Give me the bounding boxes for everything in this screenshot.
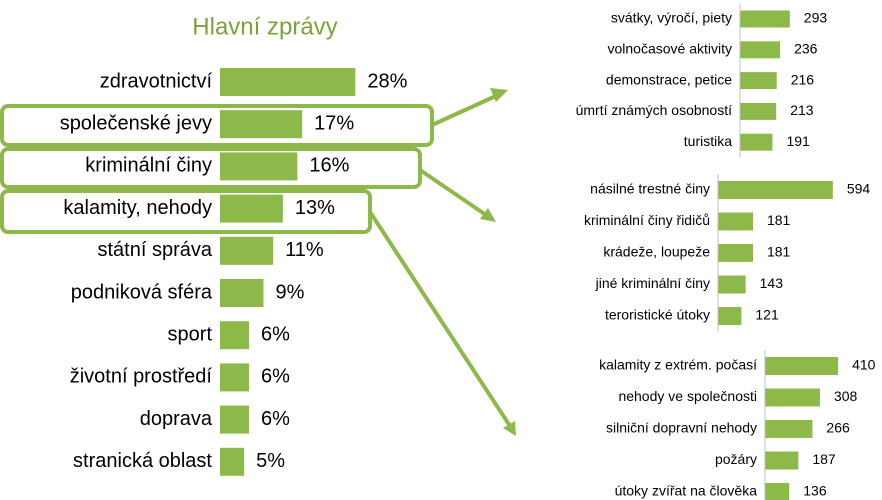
value-label: 308: [834, 388, 858, 404]
category-label: kalamity z extrém. počasí: [599, 357, 757, 373]
category-label: kriminální činy řidičů: [584, 212, 710, 228]
bar: [220, 68, 356, 96]
bar: [740, 10, 790, 28]
category-label: volnočasové aktivity: [607, 41, 732, 57]
highlight-box: [0, 104, 434, 147]
bar: [220, 236, 274, 265]
bar: [220, 194, 283, 223]
category-label: útoky zvířat na člověka: [615, 483, 758, 499]
value-label: 181: [767, 244, 791, 260]
bar: [765, 357, 839, 375]
highlight-box: [0, 147, 422, 189]
bar: [718, 307, 742, 325]
value-label: 13%: [295, 197, 335, 219]
category-label: požáry: [715, 451, 757, 467]
value-label: 213: [790, 102, 814, 118]
value-label: 6%: [261, 323, 290, 345]
category-label: kalamity, nehody: [63, 197, 212, 219]
category-label: kriminální činy: [85, 155, 212, 177]
category-label: násilné trestné činy: [590, 181, 710, 197]
value-label: 11%: [285, 239, 324, 261]
category-label: zdravotnictví: [100, 70, 213, 92]
bar: [220, 279, 264, 307]
value-label: 9%: [276, 281, 305, 303]
category-label: silniční dopravní nehody: [606, 420, 757, 436]
value-label: 216: [791, 71, 815, 87]
value-label: 136: [803, 483, 827, 499]
category-label: krádeže, loupeže: [603, 244, 710, 260]
category-label: doprava: [140, 408, 213, 430]
highlights: [0, 93, 512, 428]
category-label: úmrtí známých osobností: [576, 102, 733, 118]
value-label: 594: [847, 181, 871, 197]
value-label: 28%: [367, 70, 407, 92]
bar: [718, 244, 753, 262]
highlight-box: [0, 189, 372, 234]
arrow: [431, 93, 499, 127]
bar: [220, 110, 303, 139]
arrow-head: [490, 88, 508, 102]
bar: [740, 102, 777, 120]
bar: [740, 72, 777, 90]
category-label: nehody ve společnosti: [618, 388, 757, 404]
bar: [740, 133, 773, 151]
category-label: teroristické útoky: [605, 307, 710, 323]
value-label: 6%: [261, 408, 290, 430]
value-label: 293: [804, 10, 828, 26]
category-label: turistika: [684, 133, 732, 149]
value-label: 121: [755, 307, 779, 323]
bar: [765, 451, 799, 470]
category-label: podniková sféra: [71, 281, 213, 303]
value-label: 236: [794, 41, 818, 57]
value-label: 191: [786, 133, 810, 149]
category-label: svátky, výročí, piety: [611, 10, 732, 26]
bar: [220, 321, 249, 350]
bar: [718, 181, 833, 199]
value-label: 187: [812, 451, 836, 467]
bar: [220, 447, 245, 476]
bar: [718, 212, 753, 231]
bar: [740, 41, 781, 59]
category-label: státní správa: [97, 239, 212, 261]
value-label: 5%: [256, 450, 285, 472]
bar: [765, 483, 790, 500]
value-label: 16%: [309, 155, 349, 177]
value-label: 143: [760, 275, 784, 291]
category-label: demonstrace, petice: [606, 71, 732, 87]
value-label: 266: [826, 420, 850, 436]
arrow: [368, 210, 512, 428]
chart-title: Hlavní zprávy: [192, 13, 337, 40]
value-label: 181: [767, 212, 791, 228]
arrow-head: [480, 208, 496, 222]
category-label: životní prostředí: [70, 366, 213, 388]
arrow-head: [503, 421, 516, 436]
arrow-heads: [480, 88, 516, 436]
bar: [220, 405, 249, 434]
bar: [220, 363, 249, 392]
value-label: 17%: [314, 112, 354, 134]
bar: [220, 152, 298, 181]
bar: [765, 420, 813, 438]
category-label: stranická oblast: [73, 450, 212, 472]
category-label: sport: [168, 323, 213, 345]
bar: [718, 275, 746, 294]
category-label: jiné kriminální činy: [595, 275, 710, 291]
arrow: [418, 168, 488, 217]
category-label: společenské jevy: [60, 112, 212, 134]
bar: [765, 388, 820, 407]
value-label: 6%: [261, 366, 290, 388]
value-label: 410: [852, 357, 876, 373]
